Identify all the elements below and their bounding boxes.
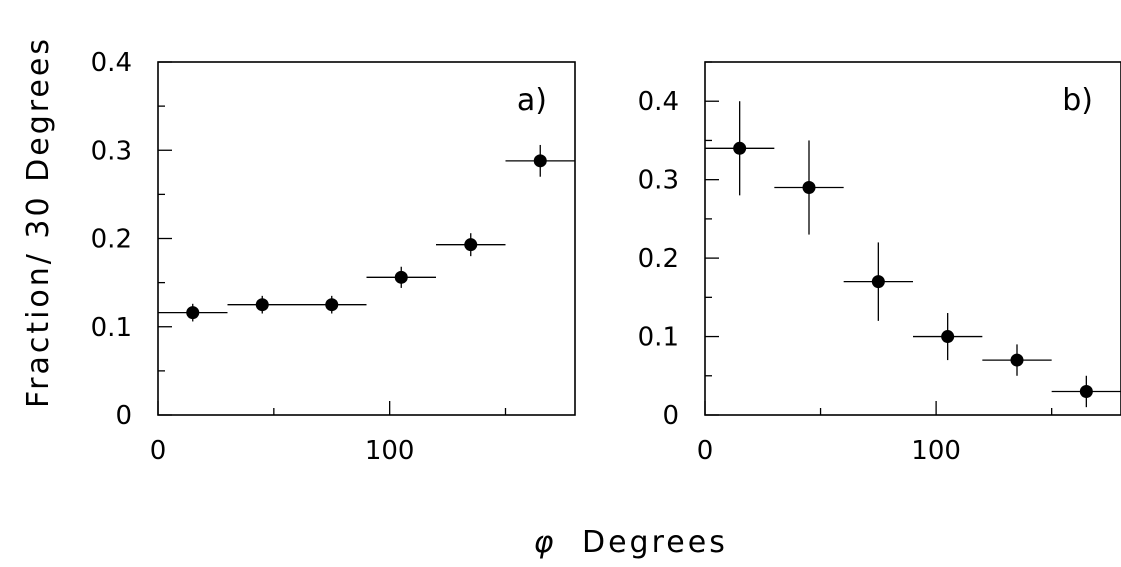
panel-b: 0 0.1 0.2 0.3 0.4 0 100 b) (638, 61, 1121, 466)
y-tick-label: 0 (115, 401, 132, 431)
y-tick-label: 0.3 (638, 166, 679, 196)
y-tick-label: 0.4 (91, 48, 132, 78)
data-point (186, 306, 200, 320)
x-tick-label: 100 (911, 436, 961, 466)
x-tick-label: 0 (697, 436, 714, 466)
panel-label: a) (517, 83, 547, 118)
data-point (871, 275, 885, 289)
data-point (255, 298, 269, 312)
data-point (941, 330, 955, 344)
data-point (802, 181, 816, 195)
panel-label: b) (1062, 83, 1093, 118)
y-tick-label: 0 (662, 401, 679, 431)
plot-frame (704, 61, 1121, 416)
data-point (464, 238, 478, 252)
data-point (1079, 384, 1093, 398)
y-tick-label: 0.4 (638, 87, 679, 117)
y-tick-label: 0.1 (91, 313, 132, 343)
x-tick-label: 100 (365, 436, 415, 466)
y-tick-label: 0.2 (91, 225, 132, 255)
y-tick-label: 0.1 (638, 323, 679, 353)
data-point (394, 270, 408, 284)
y-tick-label: 0.2 (638, 244, 679, 274)
x-axis-label-symbol: φ (534, 525, 557, 560)
y-tick-label: 0.3 (91, 136, 132, 166)
x-tick-label: 0 (150, 436, 167, 466)
plot-frame (157, 61, 576, 416)
data-point (1010, 353, 1024, 367)
panel-a: 0 0.1 0.2 0.3 0.4 0 100 a) (91, 48, 576, 466)
y-axis-label: Fraction/ 30 Degrees (21, 36, 56, 408)
data-point (733, 141, 747, 155)
data-point (533, 154, 547, 168)
data-point (325, 298, 339, 312)
x-axis-label-text: Degrees (582, 525, 728, 560)
